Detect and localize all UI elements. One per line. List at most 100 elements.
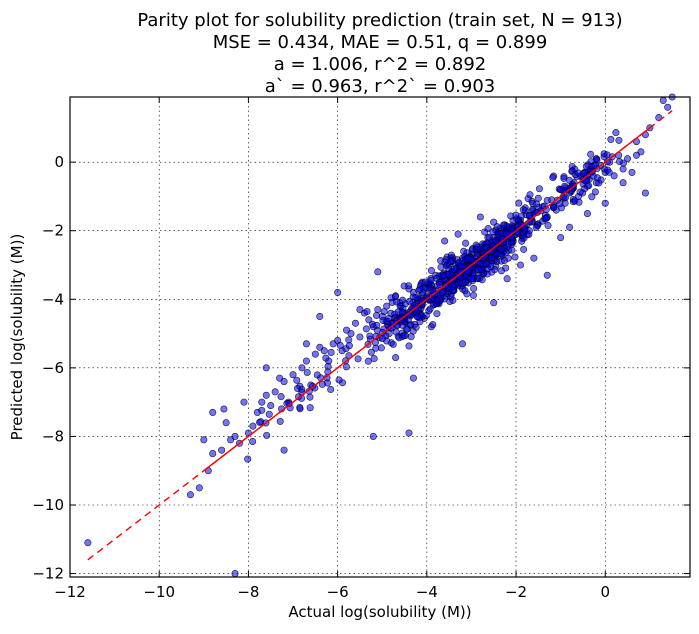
data-point bbox=[560, 174, 568, 182]
data-point bbox=[532, 223, 540, 231]
data-point bbox=[366, 332, 374, 340]
data-point bbox=[438, 288, 446, 296]
data-point bbox=[490, 299, 498, 307]
data-point bbox=[302, 340, 310, 348]
data-point bbox=[195, 484, 203, 492]
data-point bbox=[370, 355, 378, 363]
data-point bbox=[322, 354, 330, 362]
data-point bbox=[492, 237, 500, 245]
data-point bbox=[383, 337, 391, 345]
data-point bbox=[532, 200, 541, 208]
data-point bbox=[504, 254, 512, 262]
data-point bbox=[612, 129, 620, 137]
y-tick-label: −12 bbox=[32, 565, 64, 583]
data-point bbox=[526, 191, 534, 199]
data-point bbox=[587, 150, 595, 158]
data-point bbox=[493, 223, 501, 231]
data-point bbox=[374, 268, 382, 276]
data-point bbox=[362, 325, 370, 333]
chart-title: Parity plot for solubility prediction (t… bbox=[137, 10, 622, 97]
data-point bbox=[373, 321, 381, 329]
data-point bbox=[615, 136, 623, 144]
data-point bbox=[516, 261, 525, 269]
data-point bbox=[369, 432, 377, 440]
data-point bbox=[525, 211, 533, 220]
data-point bbox=[320, 347, 328, 355]
x-tick-label: −6 bbox=[327, 583, 349, 601]
data-point bbox=[351, 319, 360, 327]
data-point bbox=[482, 243, 490, 251]
data-point bbox=[402, 325, 411, 333]
data-point bbox=[345, 336, 353, 344]
data-point bbox=[543, 271, 551, 279]
x-axis-label: Actual log(solubility (M)) bbox=[288, 603, 471, 621]
data-point bbox=[579, 170, 587, 178]
data-point bbox=[456, 268, 464, 276]
data-point bbox=[544, 221, 552, 230]
data-point bbox=[550, 203, 558, 211]
data-point bbox=[542, 214, 550, 223]
data-point bbox=[347, 330, 355, 338]
data-point bbox=[561, 182, 569, 190]
data-point bbox=[318, 380, 326, 388]
data-point bbox=[478, 276, 486, 284]
data-point bbox=[628, 168, 636, 176]
data-point bbox=[389, 340, 397, 348]
data-point bbox=[200, 436, 208, 444]
data-point bbox=[433, 310, 441, 318]
data-point bbox=[664, 103, 672, 111]
data-point bbox=[468, 274, 476, 282]
data-point bbox=[520, 245, 528, 253]
data-point bbox=[392, 354, 400, 362]
data-point bbox=[405, 297, 414, 305]
data-point bbox=[440, 272, 448, 280]
data-point bbox=[582, 162, 590, 170]
data-point bbox=[220, 405, 228, 413]
data-point bbox=[84, 539, 92, 547]
data-point bbox=[521, 225, 529, 233]
data-point bbox=[374, 306, 382, 314]
data-point bbox=[476, 213, 484, 221]
data-point bbox=[306, 393, 314, 401]
data-point bbox=[454, 230, 462, 238]
data-point bbox=[277, 393, 285, 401]
data-point bbox=[429, 321, 437, 329]
data-point bbox=[267, 402, 275, 410]
data-point bbox=[263, 431, 271, 439]
data-point bbox=[400, 332, 408, 340]
data-point bbox=[632, 151, 641, 159]
data-point bbox=[392, 328, 400, 336]
data-point bbox=[400, 282, 408, 290]
data-point bbox=[556, 200, 564, 208]
data-point bbox=[399, 309, 407, 317]
plot-frame bbox=[69, 96, 691, 578]
data-point bbox=[231, 570, 239, 578]
data-point bbox=[426, 305, 434, 313]
data-point bbox=[433, 296, 441, 304]
data-point bbox=[209, 408, 217, 416]
data-point bbox=[244, 455, 252, 463]
data-point bbox=[455, 259, 463, 267]
data-point bbox=[623, 155, 632, 163]
data-point bbox=[336, 341, 344, 349]
data-point bbox=[449, 296, 457, 304]
x-tick-label: −12 bbox=[54, 583, 86, 601]
data-point bbox=[334, 288, 342, 296]
y-tick-label: 0 bbox=[54, 153, 64, 171]
data-point bbox=[605, 168, 613, 176]
data-point bbox=[588, 193, 596, 201]
data-point bbox=[603, 158, 611, 166]
data-point bbox=[380, 307, 388, 316]
data-point bbox=[405, 429, 413, 437]
data-point bbox=[335, 376, 343, 384]
data-point bbox=[258, 406, 266, 414]
data-point bbox=[469, 291, 477, 299]
data-point bbox=[607, 135, 615, 143]
data-point bbox=[659, 96, 667, 104]
x-tick-label: 0 bbox=[600, 583, 610, 601]
data-point bbox=[311, 350, 319, 358]
data-point bbox=[591, 188, 599, 196]
data-point bbox=[463, 290, 471, 298]
y-axis-label: Predicted log(solubility (M)) bbox=[8, 234, 26, 441]
